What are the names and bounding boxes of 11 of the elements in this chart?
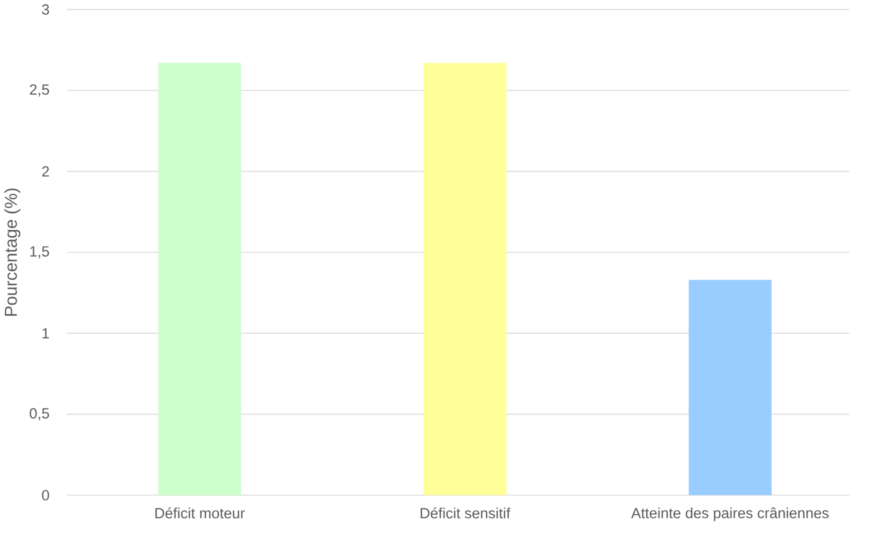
x-tick-label: Atteinte des paires crâniennes (631, 507, 829, 521)
y-tick-label: 1 (42, 328, 49, 338)
y-tick-label: 1,5 (30, 246, 50, 258)
x-tick-label: Déficit sensitif (420, 507, 510, 518)
y-tick-label: 2 (42, 166, 49, 176)
x-tick-label: Déficit moteur (155, 507, 245, 518)
y-tick-label: 2,5 (30, 84, 50, 96)
y-tick-label: 0 (42, 490, 50, 500)
y-axis-title: Pourcentage (%) (4, 188, 20, 316)
y-tick-label: 3 (42, 4, 49, 14)
y-tick-label: 0,5 (30, 408, 50, 420)
